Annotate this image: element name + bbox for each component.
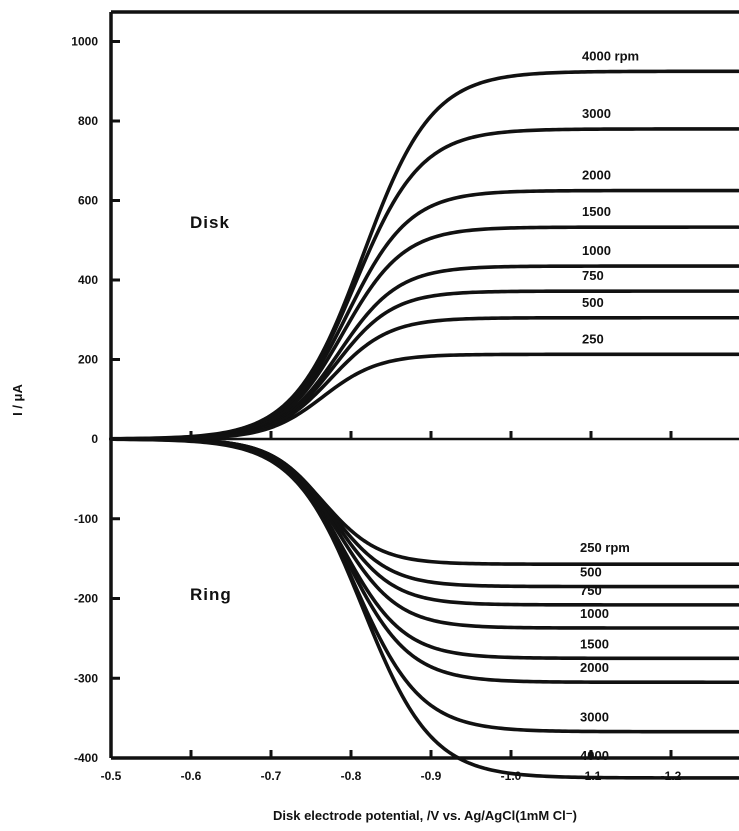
ring-curve (109, 437, 739, 661)
x-tick-label: -0.9 (421, 769, 442, 783)
y-tick-label: 200 (78, 353, 98, 367)
disk-curve (109, 289, 739, 441)
x-tick-label: -0.8 (341, 769, 362, 783)
ring-curve-label: 4000 (580, 748, 609, 763)
ring-curve-label: 250 rpm (580, 540, 630, 555)
panel-label-disk: Disk (190, 213, 230, 232)
x-tick-label: -0.6 (181, 769, 202, 783)
disk-curve-label: 2000 (582, 168, 611, 183)
curve-labels: 4000 rpm 3000 2000 1500 1000 750 500 250 250 rpm… (580, 48, 639, 763)
y-axis-title: I / μA (10, 383, 25, 415)
y-tick-label: -400 (74, 751, 98, 765)
y-tick-label: -100 (74, 512, 98, 526)
ring-curve (109, 437, 739, 780)
curves (109, 69, 739, 780)
disk-curve (109, 127, 739, 441)
disk-curve-label: 1000 (582, 243, 611, 258)
ring-curve-label: 750 (580, 583, 602, 598)
ring-curve-label: 1000 (580, 606, 609, 621)
x-axis-title: Disk electrode potential, /V vs. Ag/AgCl… (273, 808, 577, 823)
disk-curve-label: 750 (582, 268, 604, 283)
y-tick-label: 600 (78, 194, 98, 208)
y-tick-label: 1000 (71, 35, 98, 49)
disk-curve-label: 250 (582, 331, 604, 346)
disk-curve (109, 315, 739, 441)
y-tick-label: -200 (74, 592, 98, 606)
ring-curve-label: 3000 (580, 710, 609, 725)
y-tick-label: 400 (78, 273, 98, 287)
disk-curve (109, 225, 739, 441)
ring-curve (109, 437, 739, 567)
disk-curve-label: 1500 (582, 204, 611, 219)
y-tick-label: -300 (74, 671, 98, 685)
x-tick-label: -0.7 (261, 769, 282, 783)
x-tick-label: -0.5 (101, 769, 122, 783)
y-axis: 1000 800 600 400 200 0 -100 -200 -300 -400 (71, 35, 120, 765)
x-tick-label: -1.2 (661, 769, 682, 783)
y-tick-label: 0 (91, 432, 98, 446)
panel-label-ring: Ring (190, 585, 232, 604)
disk-curve-label: 3000 (582, 106, 611, 121)
ring-curve-label: 1500 (580, 636, 609, 651)
disk-curve (109, 352, 739, 441)
ring-curve-label: 500 (580, 565, 602, 580)
disk-curve-label: 4000 rpm (582, 48, 639, 63)
disk-curve (109, 69, 739, 441)
y-tick-label: 800 (78, 114, 98, 128)
ring-curve-label: 2000 (580, 660, 609, 675)
disk-curve-label: 500 (582, 295, 604, 310)
